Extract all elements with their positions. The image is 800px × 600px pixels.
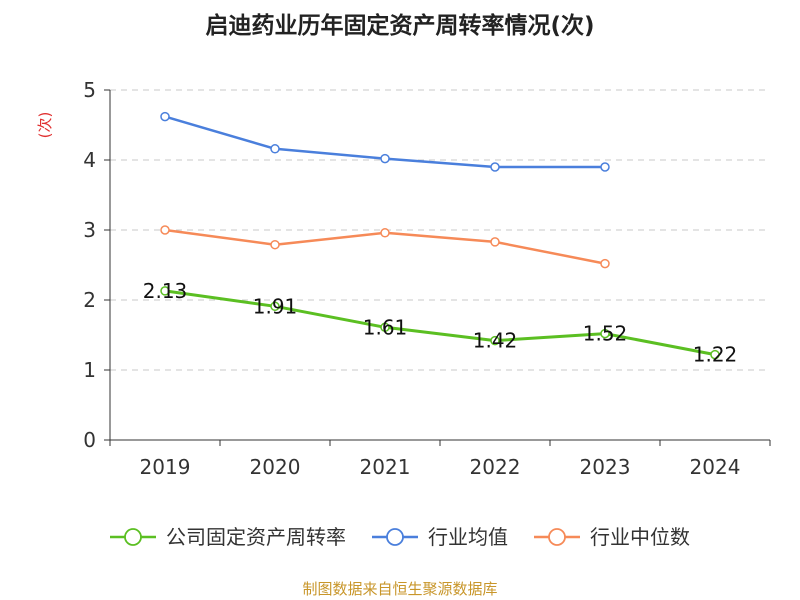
x-tick-label: 2024: [690, 455, 741, 479]
data-label: 2.13: [143, 279, 188, 303]
series-1: [160, 111, 610, 172]
legend-marker: [548, 528, 566, 546]
data-label: 1.22: [693, 343, 738, 367]
y-tick-label: 4: [83, 148, 96, 172]
data-point[interactable]: [710, 349, 720, 360]
legend-label: 行业中位数: [590, 525, 690, 549]
data-point[interactable]: [160, 111, 170, 122]
data-point[interactable]: [270, 301, 280, 312]
x-tick-label: 2019: [140, 455, 191, 479]
data-point[interactable]: [160, 225, 170, 235]
data-point[interactable]: [490, 237, 500, 247]
legend-label: 行业均值: [428, 525, 508, 549]
data-point[interactable]: [380, 322, 390, 333]
data-label: 1.91: [253, 294, 298, 318]
x-tick-label: 2023: [580, 455, 631, 479]
data-labels: 2.13 1.91 1.61 1.42 1.52 1.22: [143, 279, 738, 367]
y-tick-label: 2: [83, 288, 96, 312]
data-label: 1.52: [583, 322, 628, 346]
y-tick-label: 5: [83, 78, 96, 102]
data-point[interactable]: [270, 144, 280, 154]
x-tick-label: 2020: [250, 455, 301, 479]
x-tick-label: 2022: [470, 455, 521, 479]
data-point[interactable]: [490, 162, 500, 172]
legend-marker: [124, 528, 142, 546]
data-point[interactable]: [600, 258, 610, 269]
data-point[interactable]: [160, 286, 170, 296]
legend-item-1[interactable]: 行业均值: [372, 525, 508, 549]
axes: 0 1 2 3 4 5 2019 2020 2021 2022 2023 2024: [83, 78, 771, 479]
y-tick-label: 1: [83, 358, 96, 382]
y-tick-label: 0: [83, 428, 96, 452]
legend-marker: [386, 528, 404, 546]
series-0: [160, 286, 720, 360]
data-label: 1.42: [473, 329, 518, 353]
data-point[interactable]: [600, 162, 610, 172]
y-axis-unit-label: (次): [36, 112, 54, 139]
series-2: [160, 225, 610, 269]
data-point[interactable]: [380, 228, 390, 238]
legend-label: 公司固定资产周转率: [166, 525, 346, 549]
source-note: 制图数据来自恒生聚源数据库: [302, 580, 497, 598]
data-point[interactable]: [380, 153, 390, 164]
data-point[interactable]: [270, 239, 280, 250]
legend[interactable]: 公司固定资产周转率 行业均值 行业中位数: [110, 525, 690, 549]
y-tick-label: 3: [83, 218, 96, 242]
plot-area: [160, 111, 720, 360]
data-point[interactable]: [600, 328, 610, 339]
grid-lines: [110, 89, 770, 371]
legend-item-0[interactable]: 公司固定资产周转率: [110, 525, 346, 549]
series-line: [164, 289, 716, 357]
data-point[interactable]: [490, 335, 500, 346]
chart-title: 启迪药业历年固定资产周转率情况(次): [205, 12, 594, 39]
data-label: 1.61: [363, 315, 408, 339]
x-tick-label: 2021: [360, 455, 411, 479]
legend-item-2[interactable]: 行业中位数: [534, 525, 690, 549]
